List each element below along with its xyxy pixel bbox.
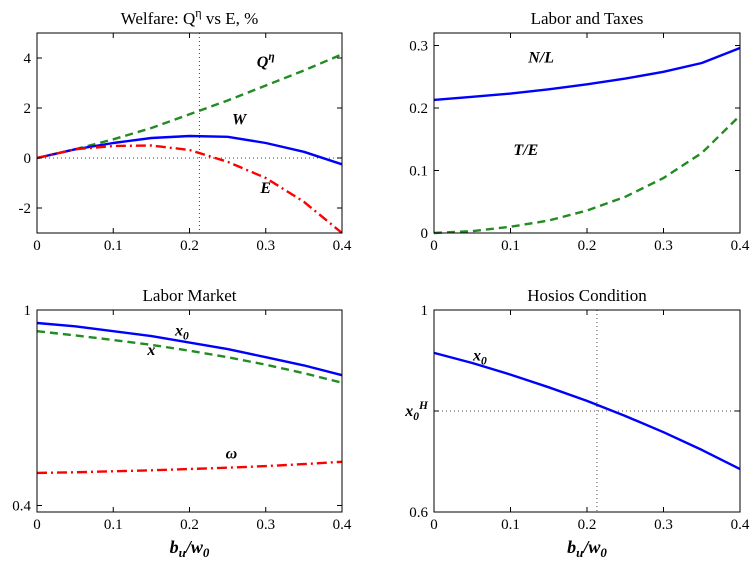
x-tick-label: 0.4 <box>731 517 750 533</box>
series-line-3 <box>36 460 343 475</box>
series-annotation: N/L <box>527 49 554 66</box>
chart-title: Welfare: Qη vs E, % <box>121 6 259 28</box>
x-tick-label: 0.1 <box>104 517 123 533</box>
x-tick-label: 0.4 <box>333 517 352 533</box>
x-tick-label: 0.4 <box>731 238 750 254</box>
series-annotation: ω <box>226 446 238 463</box>
y-tick-label: 0 <box>24 151 32 167</box>
axes-box <box>36 309 343 513</box>
y-tick-label: 0.4 <box>12 498 31 514</box>
x-tick-label: 0.3 <box>256 517 275 533</box>
x-tick-label: 0.3 <box>256 238 275 254</box>
chart-title: Hosios Condition <box>527 286 647 305</box>
x-tick-label: 0.2 <box>578 517 597 533</box>
series-annotation: Qη <box>257 51 275 71</box>
series-annotation: x0 <box>174 322 189 342</box>
x-axis-label: bu/w0 <box>170 537 210 560</box>
x-tick-label: 0.2 <box>578 238 597 254</box>
y-tick-label: 1 <box>421 303 429 319</box>
series-line-1 <box>36 321 343 377</box>
chart-title: Labor Market <box>143 286 237 305</box>
y-tick-label: 4 <box>24 51 32 67</box>
x-tick-label: 0 <box>33 517 41 533</box>
series-line-1 <box>433 46 741 102</box>
series-line-2 <box>36 134 343 166</box>
x-tick-label: 0.3 <box>654 517 673 533</box>
y-tick-label: 0.6 <box>409 505 428 521</box>
chart-panel-2: Labor and Taxes 0 0.1 0.2 0.3 0.4 0 0.1 0.2 0.3 N/… <box>409 9 750 254</box>
axes-box <box>36 32 343 234</box>
x-tick-label: 0 <box>33 238 41 254</box>
y-tick-label: 0 <box>421 226 429 242</box>
chart-panel-1: Welfare: Qη vs E, % 0 0.1 0.2 0.3 0.4 -2 0 2 4 Qη W… <box>19 6 352 254</box>
series-line-2 <box>433 114 741 235</box>
x-tick-label: 0.2 <box>180 517 199 533</box>
series-line-3 <box>36 144 343 234</box>
chart-panel-3: Labor Market 0 0.1 0.2 0.3 0.4 0.4 1 bu/w0 x0 x ω <box>12 286 352 560</box>
axes-box <box>433 32 741 234</box>
chart-panel-4: Hosios Condition 0 0.1 0.2 0.3 0.4 0.6 x0H 1 bu/w… <box>404 286 750 560</box>
chart-title: Labor and Taxes <box>531 9 644 28</box>
y-tick-label: 1 <box>24 303 32 319</box>
x-tick-label: 0.1 <box>104 238 123 254</box>
y-tick-label: 2 <box>24 101 32 117</box>
x-tick-label: 0.2 <box>180 238 199 254</box>
x-tick-label: 0 <box>430 238 438 254</box>
y-tick-label: -2 <box>19 201 32 217</box>
series-annotation: W <box>232 111 248 128</box>
y-tick-label: 0.2 <box>409 101 428 117</box>
y-tick-label: x0H <box>404 400 429 423</box>
x-axis-label: bu/w0 <box>567 537 607 560</box>
x-tick-label: 0.1 <box>501 517 520 533</box>
series-annotation: E <box>259 180 271 197</box>
x-tick-label: 0 <box>430 517 438 533</box>
series-line-1 <box>36 53 343 160</box>
series-annotation: T/E <box>513 142 538 159</box>
x-tick-label: 0.4 <box>333 238 352 254</box>
series-annotation: x <box>146 342 155 359</box>
x-tick-label: 0.3 <box>654 238 673 254</box>
series-line-1 <box>433 351 741 471</box>
series-line-2 <box>36 330 343 384</box>
series-annotation: x0 <box>472 348 487 368</box>
y-tick-label: 0.1 <box>409 164 428 180</box>
y-tick-label: 0.3 <box>409 39 428 55</box>
x-tick-label: 0.1 <box>501 238 520 254</box>
